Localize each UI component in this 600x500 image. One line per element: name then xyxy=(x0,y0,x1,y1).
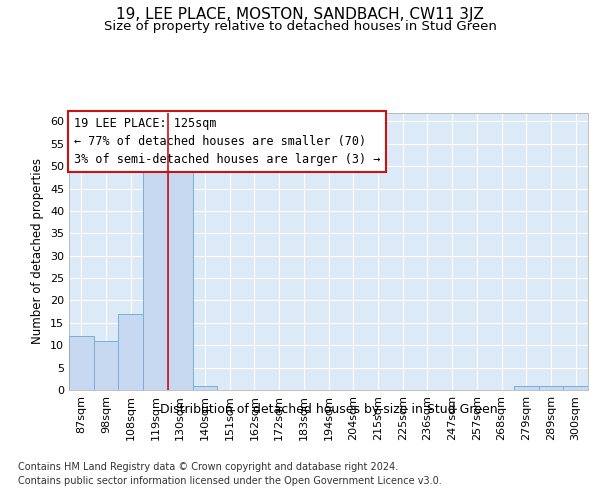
Text: 19, LEE PLACE, MOSTON, SANDBACH, CW11 3JZ: 19, LEE PLACE, MOSTON, SANDBACH, CW11 3J… xyxy=(116,8,484,22)
Text: 19 LEE PLACE: 125sqm
← 77% of detached houses are smaller (70)
3% of semi-detach: 19 LEE PLACE: 125sqm ← 77% of detached h… xyxy=(74,116,380,166)
Bar xyxy=(69,336,94,390)
Bar xyxy=(118,314,143,390)
Text: Contains HM Land Registry data © Crown copyright and database right 2024.: Contains HM Land Registry data © Crown c… xyxy=(18,462,398,472)
Bar xyxy=(143,170,168,390)
Bar xyxy=(168,170,193,390)
Bar xyxy=(514,386,539,390)
Text: Contains public sector information licensed under the Open Government Licence v3: Contains public sector information licen… xyxy=(18,476,442,486)
Bar xyxy=(193,386,217,390)
Bar xyxy=(539,386,563,390)
Text: Size of property relative to detached houses in Stud Green: Size of property relative to detached ho… xyxy=(104,20,496,33)
Text: Distribution of detached houses by size in Stud Green: Distribution of detached houses by size … xyxy=(160,402,497,415)
Bar xyxy=(563,386,588,390)
Y-axis label: Number of detached properties: Number of detached properties xyxy=(31,158,44,344)
Bar xyxy=(94,341,118,390)
